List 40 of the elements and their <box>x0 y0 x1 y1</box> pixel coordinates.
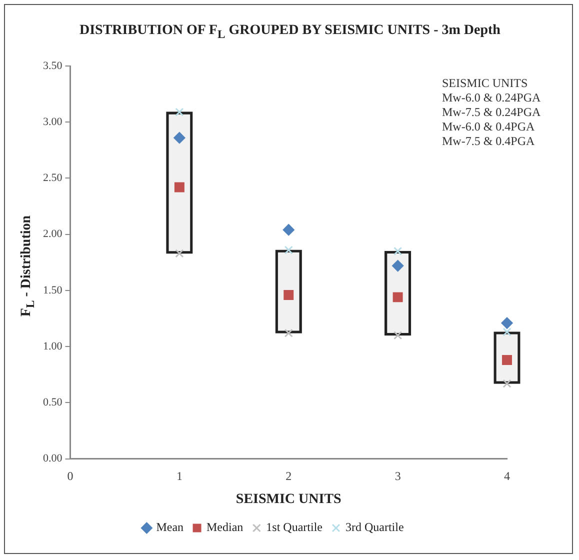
y-tick-label: 3.50 <box>43 60 63 72</box>
point <box>282 224 294 236</box>
y-tick-label: 1.50 <box>43 284 63 296</box>
annotation: Mw-7.5 & 0.24PGA <box>442 105 542 120</box>
annotation: Mw-6.0 & 0.24PGA <box>442 90 542 105</box>
chart-title: DISTRIBUTION OF F$_{L}$ GROUPED BY SEISMIC UNITS - 3m Depth <box>78 22 502 43</box>
point <box>394 246 402 256</box>
y-tick-label: 1.00 <box>43 340 63 352</box>
x-axis-title: SEISMIC UNITS <box>236 492 342 508</box>
y-tick-label: 0.50 <box>43 396 63 409</box>
x-tick-label: 1 <box>176 469 182 484</box>
point <box>175 108 184 116</box>
point <box>392 260 404 272</box>
y-tick-label: 3.00 <box>43 116 63 128</box>
y-tick-label: 2.00 <box>43 228 63 240</box>
legend-label: 1st Quartile <box>266 520 322 534</box>
point <box>392 292 403 302</box>
legend-label: Median <box>206 520 244 534</box>
y-tick-label: 2.50 <box>43 172 63 184</box>
legend-label: Mean <box>156 520 184 534</box>
point <box>501 317 513 329</box>
point <box>284 328 293 338</box>
point <box>502 379 512 388</box>
annotation: Mw-6.0 & 0.4PGA <box>442 120 536 134</box>
point <box>284 290 294 300</box>
point <box>394 331 402 340</box>
annotation: Mw-7.5 & 0.4PGA <box>442 134 536 148</box>
x-tick-label: 3 <box>394 469 401 484</box>
point <box>502 355 512 366</box>
legend-label: 3rd Quartile <box>345 520 404 534</box>
x-tick-label: 0 <box>67 469 74 484</box>
y-tick-label: 0.00 <box>43 452 63 465</box>
x-tick-label: 4 <box>504 469 510 484</box>
point <box>175 249 184 258</box>
point <box>284 246 293 254</box>
x-tick-label: 2 <box>286 469 292 484</box>
point <box>174 182 184 192</box>
point <box>502 328 512 336</box>
annotation: SEISMIC UNITS <box>442 76 528 90</box>
point <box>174 132 186 144</box>
